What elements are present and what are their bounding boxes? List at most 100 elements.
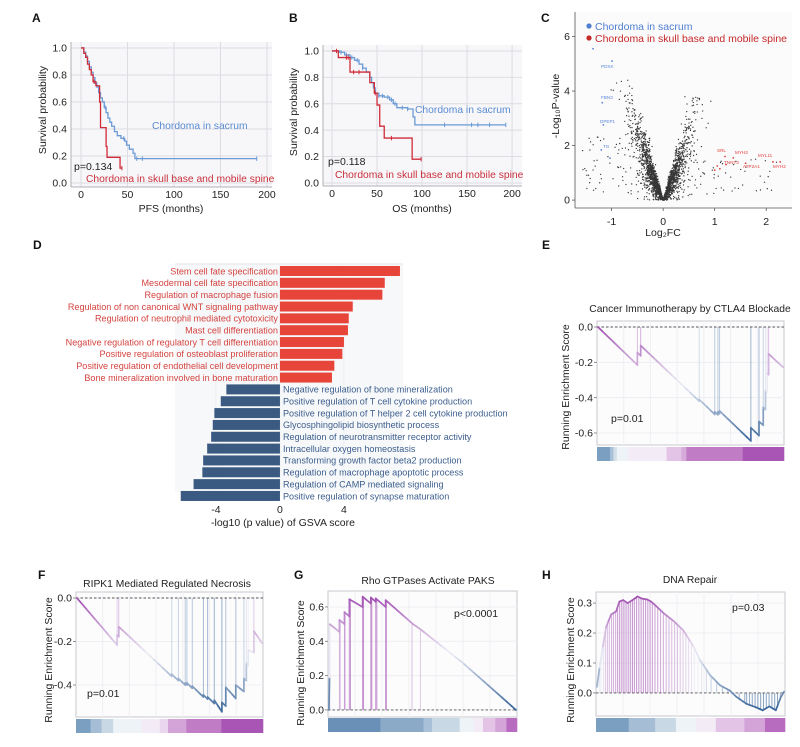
scatter-point [595,187,597,190]
scatter-point [642,132,645,134]
scatter-point [627,98,629,101]
scatter-point [693,161,695,163]
enrichment-curve-segment [153,658,160,665]
panel-label-g: G [294,568,303,582]
scatter-point [629,167,632,169]
y-axis-label: Running Enrichment Score [565,597,577,723]
scatter-point [657,178,659,180]
scatter-point [685,155,687,158]
x-tick-label: 0 [329,188,335,200]
scatter-point [593,160,595,162]
scatter-point [643,167,645,170]
scatter-point [684,140,686,142]
scatter-point [640,120,642,122]
scatter-point [645,184,647,186]
scatter-point [691,100,693,102]
bar-label: Bone mineralization involved in bone mat… [84,373,278,383]
scatter-point [675,157,677,159]
scatter-point [651,145,653,148]
colorbar-segment [186,719,222,733]
y-tick-label: -0.2 [575,357,593,369]
scatter-point [662,199,664,201]
scatter-point [652,198,654,201]
x-tick-label: 200 [258,189,276,201]
scatter-point [632,130,635,132]
enrichment-curve-segment [76,597,83,605]
bar-label: Positive regulation of T cell cytokine p… [283,397,472,407]
scatter-point [683,172,686,174]
colorbar-segment [597,447,611,461]
scatter-point [692,154,695,157]
scatter-point [642,146,645,149]
enrichment-curve-segment [680,383,687,390]
scatter-point [650,161,653,163]
scatter-point [624,120,626,123]
scatter-point [673,161,675,163]
scatter-point [640,182,643,184]
scatter-point [637,123,640,125]
scatter-point [628,102,630,104]
scatter-point [670,184,672,187]
scatter-point [632,156,634,158]
scatter-point [641,156,644,158]
scatter-point [628,142,630,144]
scatter-point [663,197,665,200]
scatter-point [698,97,701,100]
scatter-point [630,190,632,192]
scatter-point [648,180,650,182]
scatter-point [651,171,653,173]
x-tick-label: -4 [211,504,220,516]
panel-label-d: D [33,238,42,252]
enrichment-curve-segment [727,418,734,425]
scatter-point [682,132,685,134]
scatter-point [766,188,768,190]
scatter-point [639,157,642,159]
scatter-point [646,154,648,156]
enrichment-curve-segment [157,663,164,669]
scatter-point [690,160,692,162]
y-tick-label: 0.2 [304,151,319,163]
enrichment-curve-segment [131,638,138,645]
gene-label: DPEP1 [600,119,616,124]
scatter-point [653,173,655,176]
series-label-sacrum: Chordoma in sacrum [415,105,511,116]
scatter-point [665,196,668,198]
scatter-point [678,198,681,200]
scatter-point [694,179,697,181]
enrichment-curve-segment [348,598,355,603]
scatter-point [671,186,673,189]
colorbar-segment [328,718,381,732]
bar [279,360,335,371]
scatter-point [619,142,621,145]
highlighted-point [718,167,721,170]
scatter-point [618,185,620,187]
scatter-point [707,122,709,124]
scatter-point [584,168,586,170]
enrichment-curve-segment [89,612,96,620]
scatter-point [689,153,691,156]
scatter-point [638,156,641,158]
scatter-point [672,163,674,166]
colorbar-segment [76,719,91,733]
scatter-point [675,152,677,154]
scatter-point [684,164,686,166]
colorbar-segment [715,718,745,732]
enrichment-curve-segment [428,635,435,641]
scatter-point [674,186,676,189]
scatter-point [668,196,671,198]
scatter-point [625,183,627,186]
bar-label: Regulation of non canonical WNT signalin… [68,302,279,312]
bar-label: Mast cell differentiation [185,326,278,336]
scatter-point [682,143,684,146]
scatter-point [635,176,637,179]
scatter-point [686,150,688,153]
scatter-point [683,137,685,139]
y-tick-label: 4 [564,86,570,98]
scatter-point [627,110,629,112]
scatter-point [687,118,690,120]
gsva-bar-chart: -4 0 4 Stem cell fate specification Mesoderm… [66,263,508,516]
scatter-point [649,139,651,141]
scatter-point [641,150,643,153]
colorbar-segment [696,718,717,732]
